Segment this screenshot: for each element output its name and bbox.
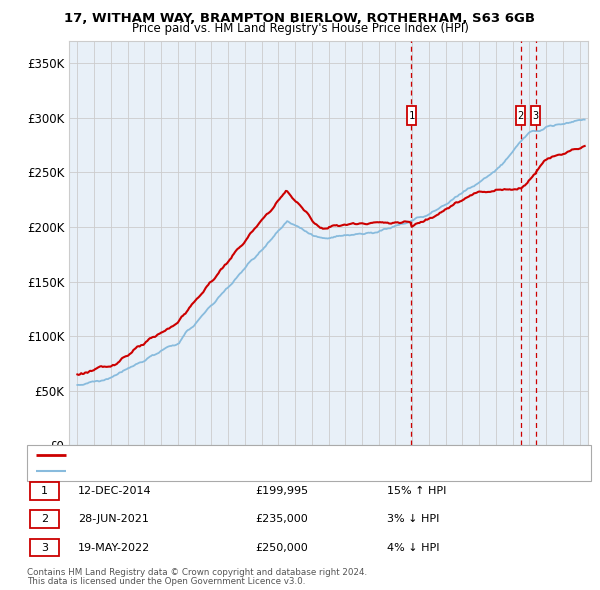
Text: 3: 3: [41, 543, 48, 552]
FancyBboxPatch shape: [516, 106, 526, 126]
Text: HPI: Average price, detached house, Rotherham: HPI: Average price, detached house, Roth…: [72, 466, 311, 476]
Text: 17, WITHAM WAY, BRAMPTON BIERLOW, ROTHERHAM, S63 6GB (detached house): 17, WITHAM WAY, BRAMPTON BIERLOW, ROTHER…: [72, 450, 479, 460]
Text: 2: 2: [41, 514, 48, 524]
Text: 1: 1: [408, 110, 415, 120]
Text: Price paid vs. HM Land Registry's House Price Index (HPI): Price paid vs. HM Land Registry's House …: [131, 22, 469, 35]
Text: 12-DEC-2014: 12-DEC-2014: [78, 486, 152, 496]
FancyBboxPatch shape: [407, 106, 416, 126]
Text: 15% ↑ HPI: 15% ↑ HPI: [387, 486, 446, 496]
Text: This data is licensed under the Open Government Licence v3.0.: This data is licensed under the Open Gov…: [27, 577, 305, 586]
Text: Contains HM Land Registry data © Crown copyright and database right 2024.: Contains HM Land Registry data © Crown c…: [27, 568, 367, 577]
Text: £199,995: £199,995: [255, 486, 308, 496]
Text: 3: 3: [533, 110, 539, 120]
FancyBboxPatch shape: [531, 106, 541, 126]
Text: 4% ↓ HPI: 4% ↓ HPI: [387, 543, 439, 552]
Text: 3% ↓ HPI: 3% ↓ HPI: [387, 514, 439, 524]
Text: £250,000: £250,000: [255, 543, 308, 552]
Text: £235,000: £235,000: [255, 514, 308, 524]
Text: 2: 2: [518, 110, 524, 120]
Text: 19-MAY-2022: 19-MAY-2022: [78, 543, 150, 552]
Text: 17, WITHAM WAY, BRAMPTON BIERLOW, ROTHERHAM, S63 6GB: 17, WITHAM WAY, BRAMPTON BIERLOW, ROTHER…: [65, 12, 536, 25]
Text: 1: 1: [41, 486, 48, 496]
Text: 28-JUN-2021: 28-JUN-2021: [78, 514, 149, 524]
